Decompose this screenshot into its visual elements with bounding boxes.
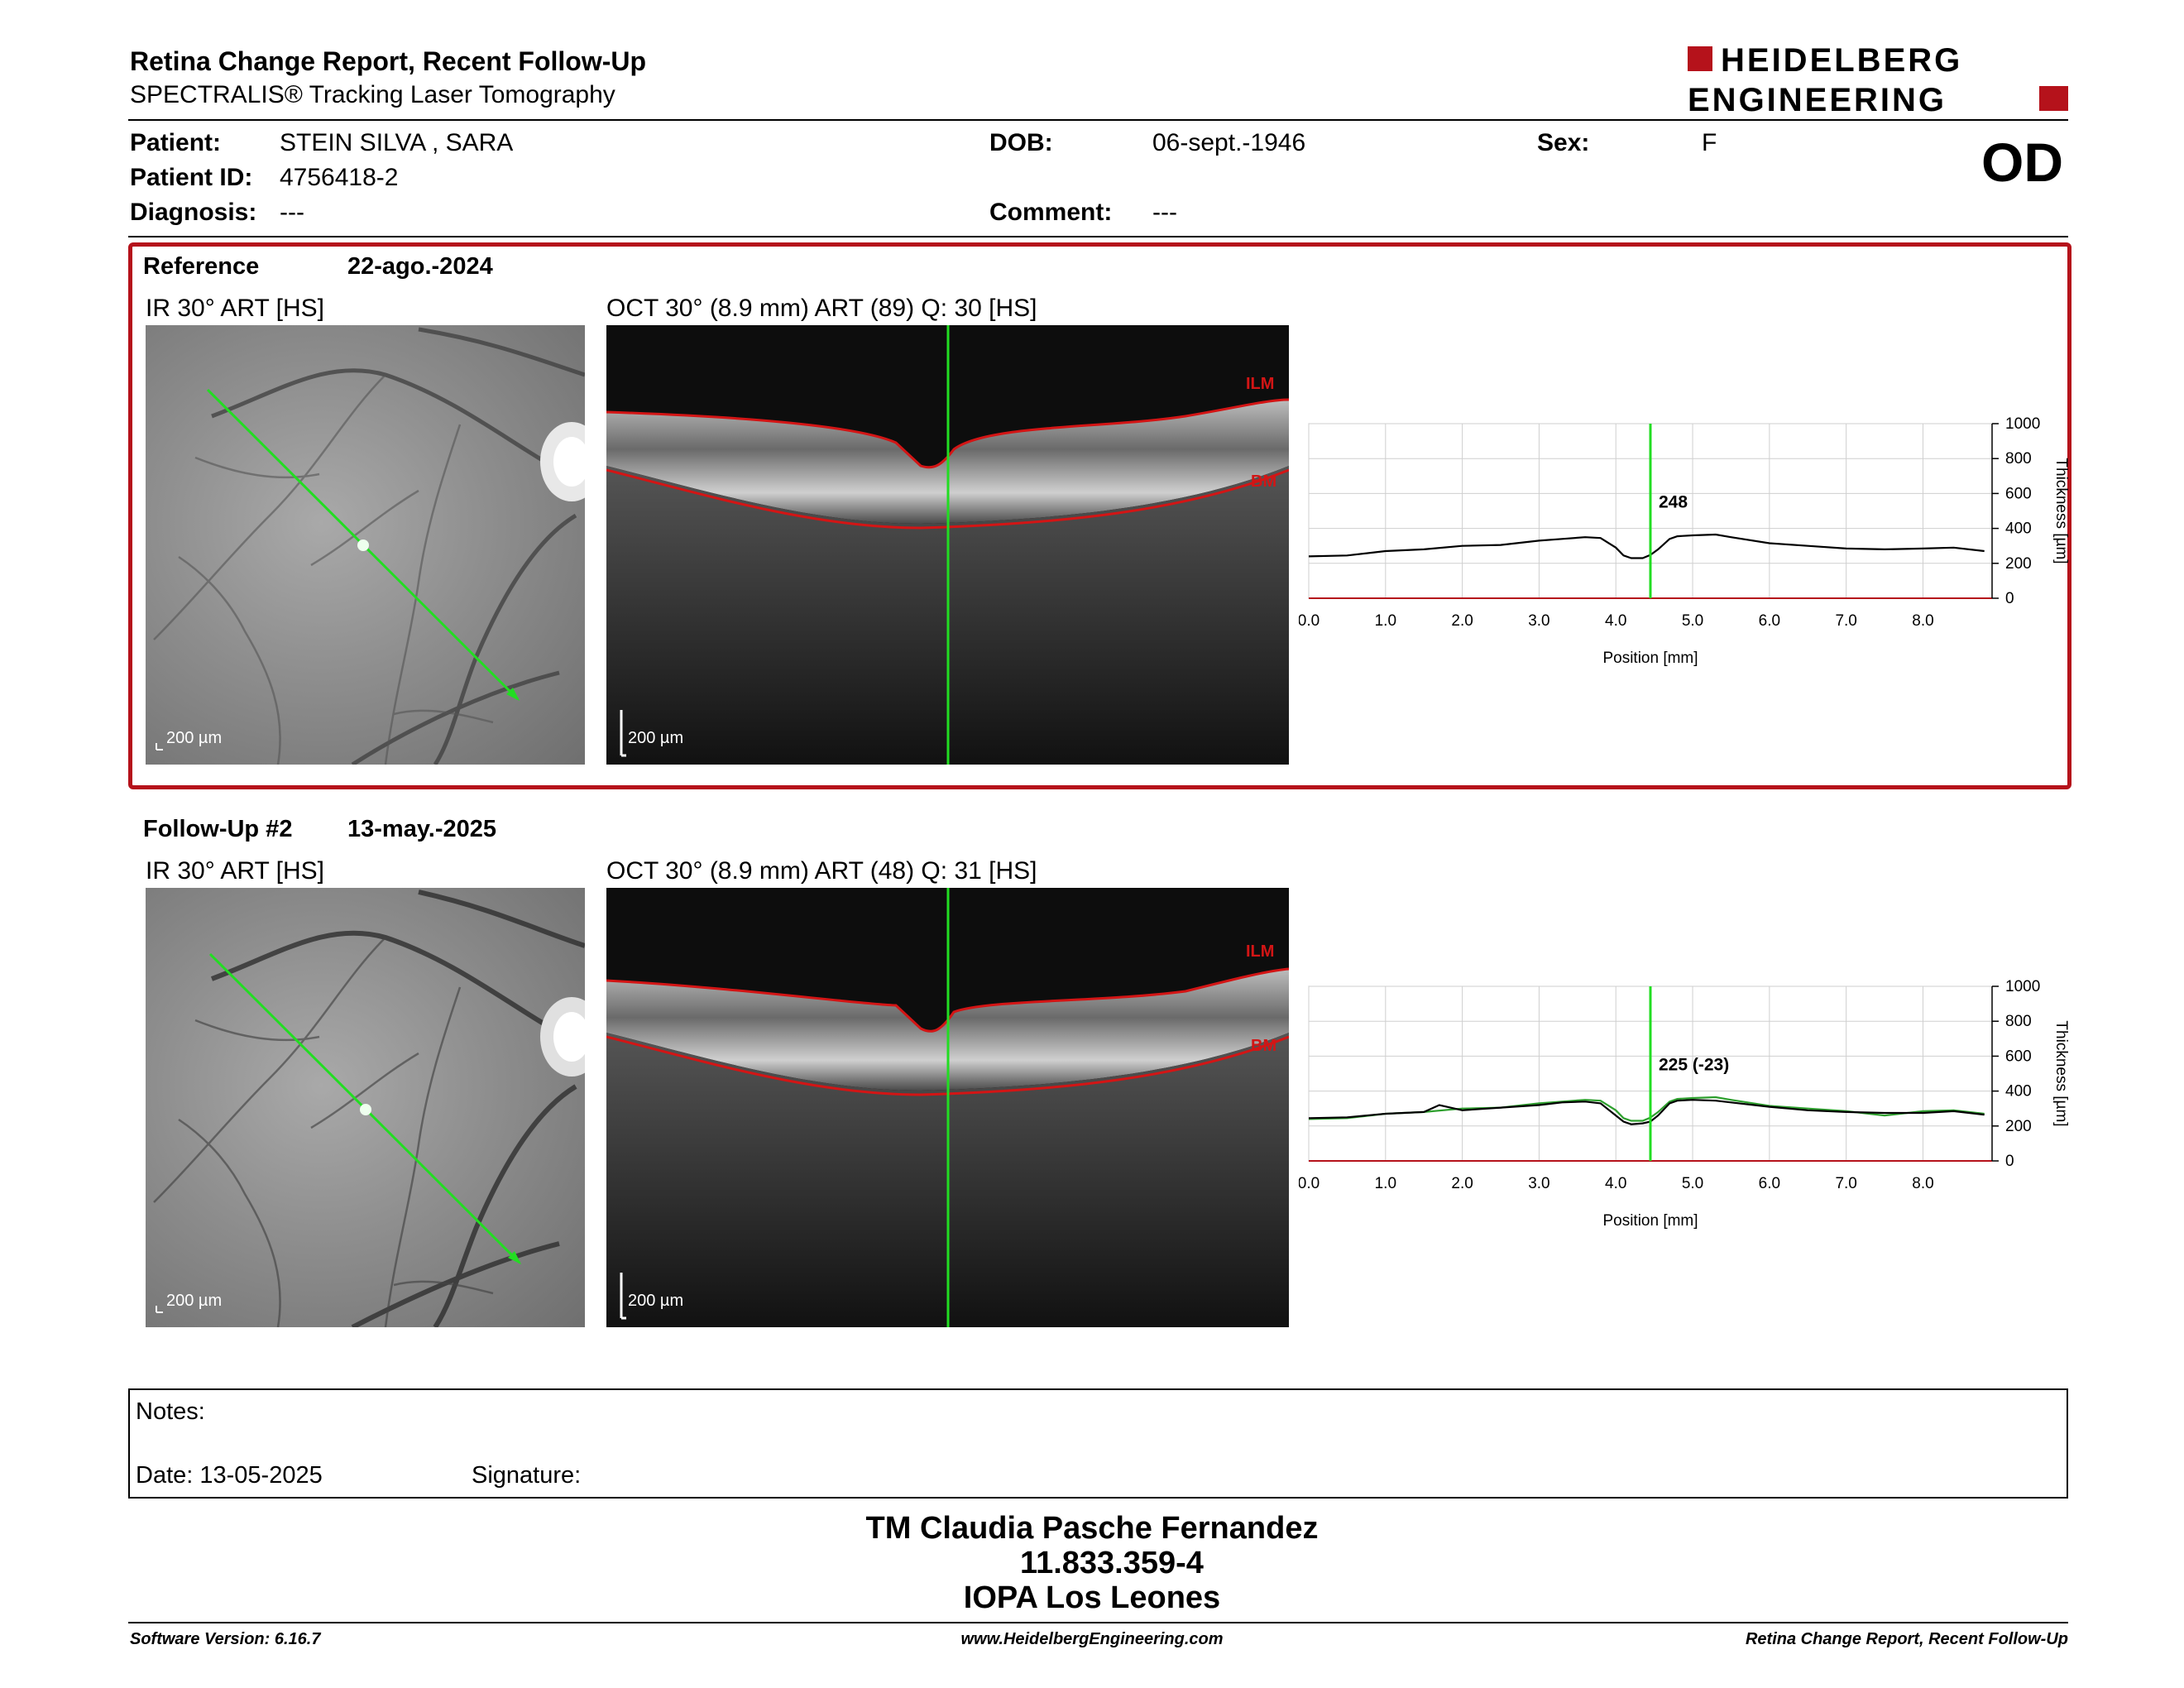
- sex-label: Sex:: [1537, 129, 1590, 156]
- y-tick-label: 800: [2005, 1013, 2032, 1030]
- x-axis-label: Position [mm]: [1602, 1212, 1698, 1230]
- reference-ir-image: 200 µm: [146, 325, 585, 765]
- reference-date: 22-ago.-2024: [347, 253, 493, 280]
- diagnosis-label: Diagnosis:: [130, 199, 257, 226]
- header-rule: [128, 119, 2068, 121]
- signature-clinic: IOPA Los Leones: [963, 1580, 1221, 1615]
- x-tick-label: 0.0: [1299, 1175, 1320, 1192]
- followup-date: 13-may.-2025: [347, 816, 497, 842]
- reference-box: [128, 242, 2071, 789]
- y-tick-label: 1000: [2005, 978, 2040, 995]
- diagnosis-value: ---: [280, 199, 304, 226]
- x-tick-label: 3.0: [1528, 1175, 1549, 1192]
- x-tick-label: 5.0: [1682, 1175, 1703, 1192]
- y-tick-label: 600: [2005, 485, 2032, 502]
- signature-label: Signature:: [472, 1462, 582, 1489]
- patient-id: 4756418-2: [280, 164, 399, 191]
- y-axis-label: Thickness [µm]: [2052, 1020, 2070, 1126]
- x-tick-label: 7.0: [1835, 1175, 1856, 1192]
- logo-line1: HEIDELBERG: [1721, 45, 1962, 79]
- x-tick-label: 8.0: [1912, 1175, 1933, 1192]
- marker-value-label: 248: [1659, 492, 1688, 511]
- followup-oct-scale: 200 µm: [628, 1292, 684, 1310]
- marker-value-label: 225 (-23): [1659, 1055, 1729, 1074]
- x-tick-label: 1.0: [1375, 1175, 1396, 1192]
- heidelberg-logo: HEIDELBERG ENGINEERING: [1688, 45, 2068, 114]
- reference-ilm-label: ILM: [1246, 375, 1275, 393]
- eye-indicator: OD: [1981, 132, 2063, 193]
- y-tick-label: 200: [2005, 555, 2032, 573]
- y-tick-label: 600: [2005, 1048, 2032, 1065]
- footer-website[interactable]: www.HeidelbergEngineering.com: [960, 1630, 1224, 1648]
- signature-name: TM Claudia Pasche Fernandez: [865, 1511, 1319, 1546]
- followup-label: Follow-Up #2: [143, 816, 293, 842]
- followup-oct-title: OCT 30° (8.9 mm) ART (48) Q: 31 [HS]: [606, 857, 1037, 885]
- x-tick-label: 6.0: [1759, 1175, 1780, 1192]
- x-tick-label: 0.0: [1299, 612, 1320, 630]
- x-tick-label: 5.0: [1682, 612, 1703, 630]
- thickness-line: [1308, 1099, 1985, 1125]
- footer-rule: [128, 1622, 2068, 1623]
- footer-report-name: Retina Change Report, Recent Follow-Up: [1745, 1630, 2068, 1648]
- comment-value: ---: [1152, 199, 1177, 226]
- x-tick-label: 2.0: [1451, 612, 1473, 630]
- reference-oct-title: OCT 30° (8.9 mm) ART (89) Q: 30 [HS]: [606, 295, 1037, 322]
- y-tick-label: 0: [2005, 590, 2014, 607]
- patient-name: STEIN SILVA , SARA: [280, 129, 514, 156]
- y-tick-label: 0: [2005, 1153, 2014, 1170]
- patient-id-label: Patient ID:: [130, 164, 253, 191]
- report-title: Retina Change Report, Recent Follow-Up: [130, 46, 647, 76]
- x-axis-label: Position [mm]: [1602, 650, 1698, 667]
- followup-ir-title: IR 30° ART [HS]: [146, 857, 324, 885]
- patient-label: Patient:: [130, 129, 222, 156]
- logo-line2: ENGINEERING: [1688, 82, 1947, 114]
- reference-thickness-chart: 0.0 1.0 2.0 3.0 4.0 5.0 6.0 7.0 8.0 0 200 400 600 800…: [1299, 415, 2070, 667]
- notes-label: Notes:: [136, 1398, 205, 1425]
- x-tick-label: 3.0: [1528, 612, 1549, 630]
- followup-thickness-chart: 0.0 1.0 2.0 3.0 4.0 5.0 6.0 7.0 8.0 0 200 400 600 800…: [1299, 978, 2070, 1230]
- footer-software: Software Version: 6.16.7: [130, 1630, 321, 1648]
- followup-ilm-label: ILM: [1246, 942, 1275, 961]
- reference-label: Reference: [143, 253, 260, 280]
- x-tick-label: 8.0: [1912, 612, 1933, 630]
- reference-ir-scale: 200 µm: [166, 729, 223, 747]
- y-tick-label: 200: [2005, 1118, 2032, 1135]
- notes-date: Date: 13-05-2025: [136, 1462, 323, 1489]
- thickness-line: [1308, 533, 1985, 559]
- y-tick-label: 1000: [2005, 415, 2040, 433]
- x-tick-label: 1.0: [1375, 612, 1396, 630]
- followup-ir-scale: 200 µm: [166, 1292, 223, 1310]
- followup-oct-image: ILM BM 200 µm: [606, 888, 1289, 1327]
- x-tick-label: 2.0: [1451, 1175, 1473, 1192]
- reference-oct-scale: 200 µm: [628, 729, 684, 747]
- sex-value: F: [1702, 129, 1717, 156]
- report-subtitle: SPECTRALIS® Tracking Laser Tomography: [130, 81, 615, 108]
- patient-rule: [128, 236, 2068, 237]
- followup-bm-label: BM: [1251, 1037, 1277, 1055]
- notes-box[interactable]: Notes: Date: 13-05-2025 Signature:: [128, 1388, 2068, 1499]
- dob-label: DOB:: [989, 129, 1053, 156]
- y-tick-label: 800: [2005, 450, 2032, 468]
- reference-ir-title: IR 30° ART [HS]: [146, 295, 324, 322]
- x-tick-label: 4.0: [1605, 1175, 1626, 1192]
- reference-oct-image: ILM BM 200 µm: [606, 325, 1289, 765]
- comment-label: Comment:: [989, 199, 1113, 226]
- y-axis-label: Thickness [µm]: [2052, 458, 2070, 563]
- y-tick-label: 400: [2005, 1083, 2032, 1101]
- y-tick-label: 400: [2005, 520, 2032, 538]
- followup-ir-image: 200 µm: [146, 888, 585, 1327]
- signature-id: 11.833.359-4: [1020, 1546, 1204, 1580]
- reference-bm-label: BM: [1251, 472, 1277, 491]
- dob-value: 06-sept.-1946: [1152, 129, 1306, 156]
- x-tick-label: 4.0: [1605, 612, 1626, 630]
- x-tick-label: 7.0: [1835, 612, 1856, 630]
- x-tick-label: 6.0: [1759, 612, 1780, 630]
